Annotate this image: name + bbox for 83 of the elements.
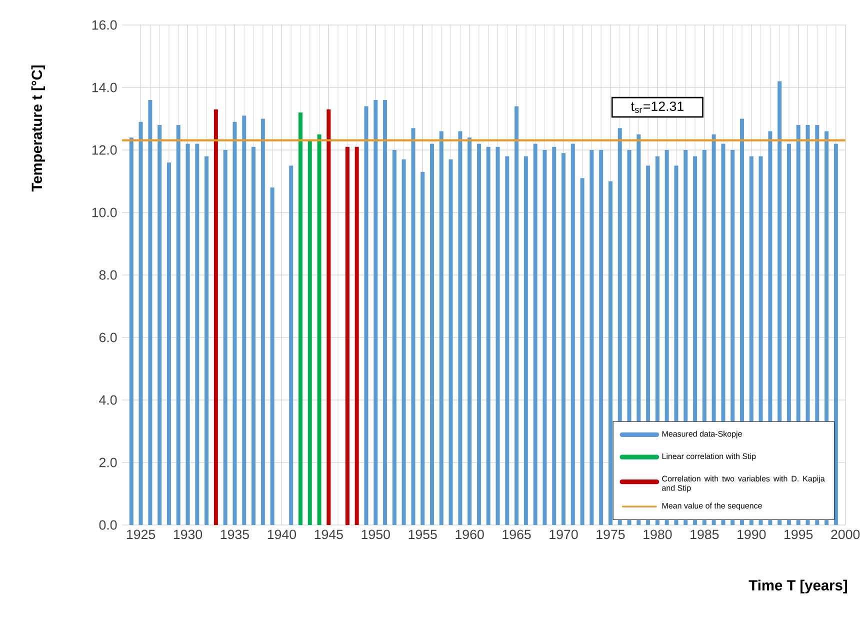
bar	[608, 181, 612, 525]
x-tick-label: 1955	[408, 530, 437, 540]
x-tick-label: 1980	[644, 530, 672, 540]
bar	[129, 137, 134, 525]
bar	[204, 156, 209, 525]
bar	[326, 109, 331, 525]
y-axis-title: Temperature t [°C]	[31, 66, 45, 192]
bar	[176, 124, 180, 525]
bar	[186, 144, 190, 525]
x-tick-label: 1930	[174, 530, 202, 540]
bar	[570, 144, 575, 525]
bar	[834, 144, 838, 525]
bar	[468, 137, 472, 525]
legend-label: Correlation with two variables with D. Kapija and Stip	[662, 476, 825, 492]
bar	[439, 131, 444, 525]
bar	[476, 144, 481, 525]
bar	[374, 100, 378, 525]
x-tick-label: 1995	[784, 530, 813, 540]
bar	[260, 118, 265, 525]
bar	[345, 146, 350, 525]
bar	[223, 150, 228, 525]
bar	[298, 112, 302, 525]
bar	[486, 146, 490, 525]
bar	[317, 134, 322, 525]
x-tick-label: 1975	[596, 530, 625, 540]
x-tick-label: 2000	[831, 530, 860, 540]
bar	[430, 144, 434, 525]
bar	[420, 172, 425, 525]
bar	[166, 162, 171, 525]
bar	[289, 166, 294, 525]
legend-label: Measured data-Skopje	[662, 430, 742, 438]
legend-label: Mean value of the sequence	[662, 502, 762, 510]
x-tick-label: 1935	[220, 530, 249, 540]
y-tick-label: 0.0	[99, 520, 117, 530]
y-tick-label: 2.0	[99, 458, 117, 468]
bar	[402, 159, 406, 525]
y-tick-label: 16.0	[92, 20, 117, 30]
x-tick-label: 1960	[456, 530, 484, 540]
bar	[158, 124, 162, 525]
bar	[270, 187, 274, 525]
bar	[552, 146, 556, 525]
bar	[411, 128, 416, 525]
y-tick-label: 8.0	[99, 270, 117, 280]
bar	[542, 150, 547, 525]
x-tick-label: 1970	[550, 530, 578, 540]
x-tick-label: 1990	[738, 530, 766, 540]
bar	[505, 156, 510, 525]
legend-label: Linear correlation with Stip	[662, 453, 756, 461]
y-tick-label: 4.0	[99, 395, 117, 405]
x-tick-label: 1965	[502, 530, 531, 540]
bar	[354, 146, 359, 525]
x-axis-title: Time T [years]	[748, 580, 847, 594]
y-tick-label: 12.0	[92, 145, 117, 155]
bar	[138, 122, 143, 525]
y-tick-label: 14.0	[92, 82, 117, 92]
bar	[496, 146, 500, 525]
bar	[524, 156, 528, 525]
x-tick-label: 1985	[690, 530, 719, 540]
bar	[252, 146, 256, 525]
bar	[590, 150, 594, 525]
bar	[562, 153, 566, 525]
bar	[599, 150, 604, 525]
bar	[533, 144, 538, 525]
x-tick-label: 1940	[268, 530, 296, 540]
bar	[392, 150, 396, 525]
bar	[580, 178, 584, 525]
bar	[232, 122, 237, 525]
x-tick-label: 1950	[362, 530, 390, 540]
bar	[195, 144, 200, 525]
bar	[383, 100, 388, 525]
bar	[242, 116, 246, 525]
bar	[514, 106, 519, 525]
x-tick-label: 1925	[126, 530, 156, 540]
bar	[148, 100, 152, 525]
bar	[308, 140, 312, 525]
bar	[214, 109, 218, 525]
bar	[458, 131, 462, 525]
x-tick-label: 1945	[314, 530, 343, 540]
y-tick-label: 6.0	[99, 332, 117, 342]
y-tick-label: 10.0	[92, 208, 117, 218]
bar	[364, 106, 368, 525]
bar	[448, 159, 453, 525]
annotation: t$_{sr}$=12.31	[631, 102, 684, 113]
